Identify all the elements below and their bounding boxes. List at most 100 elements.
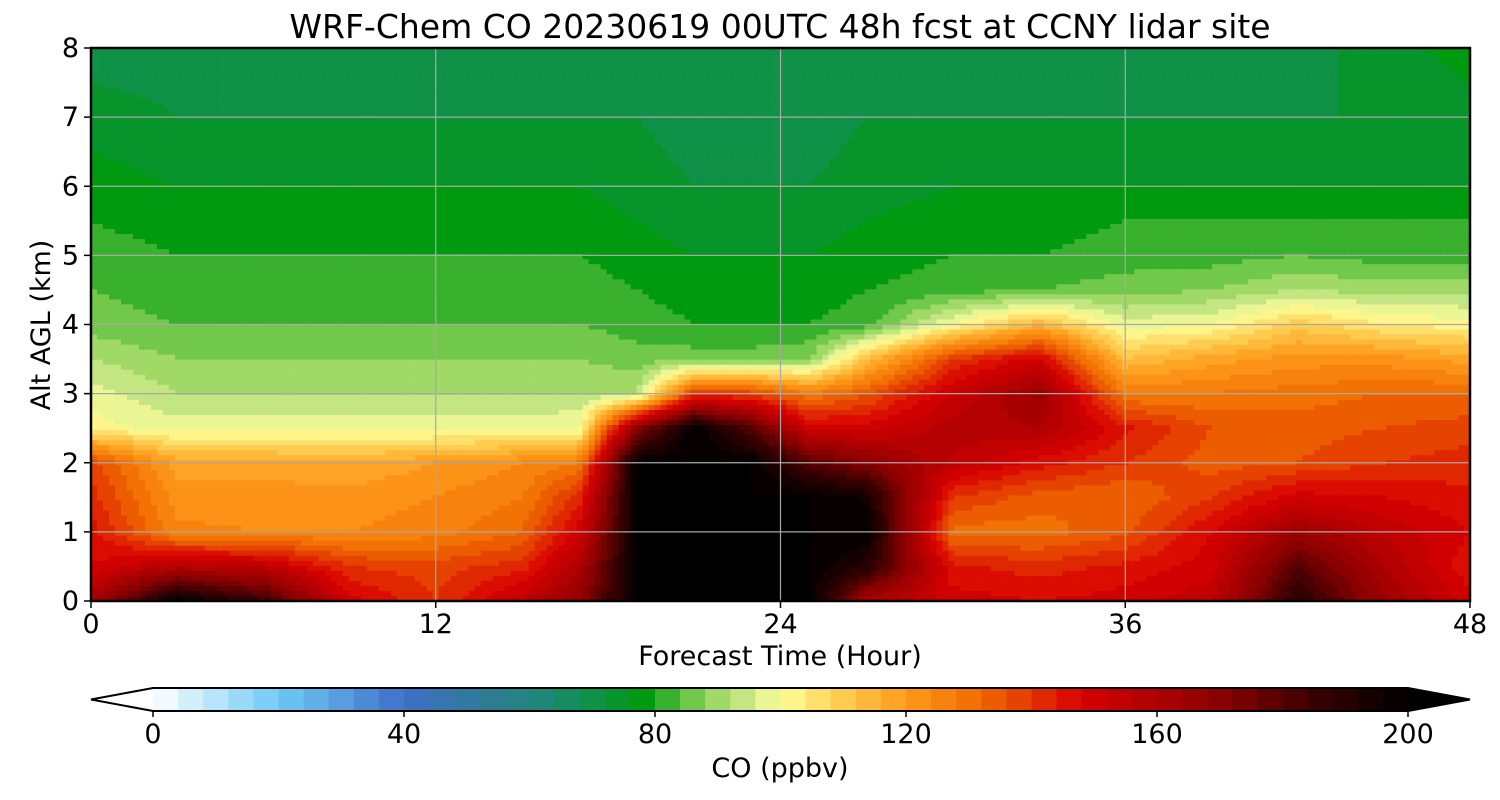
- contour-cell: [679, 73, 686, 79]
- contour-cell: [487, 78, 494, 84]
- contour-cell: [169, 53, 176, 59]
- contour-cell: [1332, 83, 1339, 89]
- contour-cell: [942, 83, 949, 89]
- contour-cell: [403, 83, 410, 89]
- contour-cell: [1236, 78, 1243, 84]
- contour-cell: [1302, 73, 1309, 79]
- contour-cell: [313, 88, 320, 94]
- contour-cell: [319, 78, 326, 84]
- contour-cell: [103, 83, 110, 89]
- contour-cell: [607, 63, 614, 69]
- contour-cell: [1374, 88, 1381, 94]
- contour-cell: [661, 53, 668, 59]
- contour-cell: [1098, 58, 1105, 64]
- contour-cell: [535, 83, 542, 89]
- contour-cell: [1182, 58, 1189, 64]
- contour-cell: [912, 73, 919, 79]
- contour-cell: [1296, 83, 1303, 89]
- contour-cell: [1266, 53, 1273, 59]
- contour-cell: [613, 83, 620, 89]
- contour-cell: [421, 73, 428, 79]
- contour-cell: [601, 73, 608, 79]
- contour-cell: [787, 58, 794, 64]
- contour-cell: [745, 58, 752, 64]
- contour-cell: [996, 58, 1003, 64]
- contour-cell: [709, 73, 716, 79]
- contour-cell: [834, 63, 841, 69]
- contour-cell: [745, 68, 752, 74]
- contour-cell: [1104, 78, 1111, 84]
- contour-cell: [697, 73, 704, 79]
- contour-cell: [1002, 53, 1009, 59]
- contour-cell: [900, 78, 907, 84]
- contour-cell: [337, 88, 344, 94]
- contour-cell: [157, 78, 164, 84]
- contour-cell: [1176, 58, 1183, 64]
- contour-cell: [864, 83, 871, 89]
- contour-cell: [547, 63, 554, 69]
- contour-cell: [499, 63, 506, 69]
- contour-cell: [984, 88, 991, 94]
- contour-cell: [1116, 78, 1123, 84]
- contour-cell: [1404, 58, 1411, 64]
- contour-cell: [769, 73, 776, 79]
- contour-cell: [355, 83, 362, 89]
- contour-cell: [325, 63, 332, 69]
- contour-cell: [1206, 53, 1213, 59]
- contour-cell: [151, 78, 158, 84]
- contour-cell: [367, 78, 374, 84]
- contour-cell: [409, 73, 416, 79]
- contour-cell: [643, 88, 650, 94]
- contour-cell: [355, 88, 362, 94]
- contour-cell: [984, 68, 991, 74]
- contour-cell: [529, 88, 536, 94]
- contour-cell: [307, 68, 314, 74]
- contour-cell: [972, 58, 979, 64]
- contour-cell: [1134, 58, 1141, 64]
- contour-cell: [1440, 83, 1447, 89]
- contour-cell: [421, 68, 428, 74]
- contour-cell: [1092, 53, 1099, 59]
- contour-cell: [1068, 53, 1075, 59]
- contour-cell: [966, 78, 973, 84]
- contour-cell: [948, 68, 955, 74]
- contour-cell: [990, 68, 997, 74]
- contour-cell: [1152, 73, 1159, 79]
- contour-cell: [787, 68, 794, 74]
- contour-cell: [145, 53, 152, 59]
- contour-cell: [709, 58, 716, 64]
- contour-cell: [810, 78, 817, 84]
- contour-cell: [1158, 53, 1165, 59]
- contour-cell: [1086, 53, 1093, 59]
- contour-cell: [403, 63, 410, 69]
- contour-cell: [487, 63, 494, 69]
- contour-cell: [379, 68, 386, 74]
- contour-cell: [289, 73, 296, 79]
- contour-cell: [894, 83, 901, 89]
- contour-cell: [625, 83, 632, 89]
- contour-cell: [1170, 83, 1177, 89]
- contour-cell: [139, 63, 146, 69]
- contour-cell: [1386, 53, 1393, 59]
- contour-cell: [115, 68, 122, 74]
- contour-cell: [1146, 63, 1153, 69]
- contour-cell: [990, 88, 997, 94]
- contour-cell: [822, 78, 829, 84]
- contour-cell: [1326, 78, 1333, 84]
- contour-cell: [415, 53, 422, 59]
- contour-cell: [301, 63, 308, 69]
- contour-cell: [1296, 58, 1303, 64]
- contour-cell: [1272, 63, 1279, 69]
- contour-cell: [103, 53, 110, 59]
- contour-cell: [894, 88, 901, 94]
- contour-cell: [1068, 83, 1075, 89]
- contour-cell: [193, 58, 200, 64]
- contour-cell: [475, 53, 482, 59]
- contour-cell: [1164, 63, 1171, 69]
- contour-cell: [1446, 83, 1453, 89]
- contour-cell: [523, 63, 530, 69]
- contour-cell: [769, 83, 776, 89]
- contour-cell: [535, 53, 542, 59]
- contour-cell: [301, 73, 308, 79]
- contour-cell: [379, 53, 386, 59]
